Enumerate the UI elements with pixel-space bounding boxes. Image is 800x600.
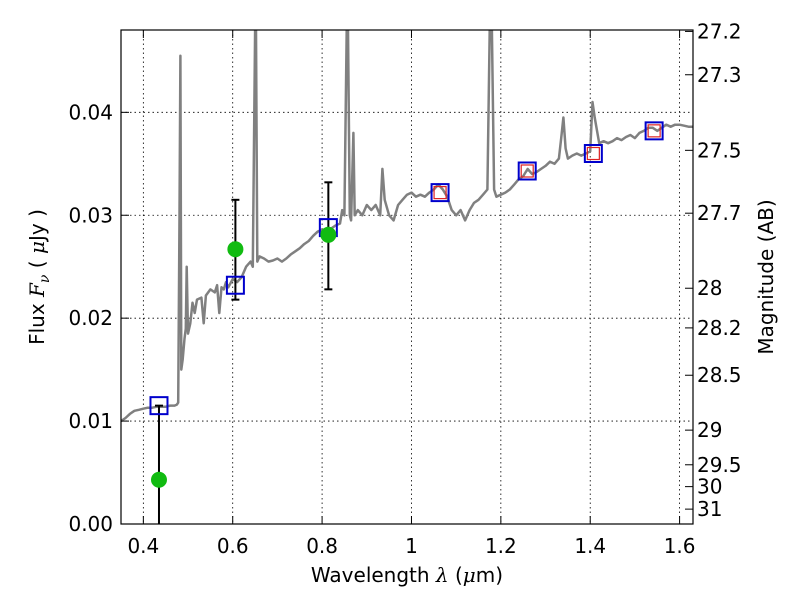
model-photometry-box [149, 396, 169, 416]
y2-tick-label: 28.5 [697, 363, 742, 387]
observed-photometry-point [320, 226, 337, 243]
model-photometry-box [644, 121, 664, 141]
y-tick-label: 0.03 [68, 203, 113, 227]
model-photometry-box [517, 161, 537, 181]
plot-area [121, 30, 693, 423]
y2-tick-label: 28.2 [697, 316, 742, 340]
y-tick-label: 0.01 [68, 409, 113, 433]
model-photometry-box [583, 144, 603, 163]
observed-photometry-point [150, 471, 167, 488]
model-photometry-box-inner [433, 186, 447, 200]
y-axis-label: Flux Fν ( μJy ) [25, 209, 53, 345]
grid [121, 30, 693, 524]
y2-tick-label: 27.3 [697, 63, 742, 87]
model-photometry-box-inner [520, 164, 534, 178]
y2-axis-label: Magnitude (AB) [754, 199, 778, 354]
x-tick-label: 1.6 [664, 534, 696, 558]
y2-tick-label: 27.5 [697, 138, 742, 162]
x-tick-label: 1.2 [485, 534, 517, 558]
y-axis-left: 0.00 0.01 0.02 0.03 0.04 [68, 100, 129, 536]
y2-tick-label: 27.7 [697, 201, 742, 225]
model-photometry-box [225, 275, 245, 295]
y2-tick-label: 31 [697, 497, 722, 521]
y-tick-label: 0.02 [68, 306, 113, 330]
y-tick-label: 0.04 [68, 100, 113, 124]
y2-tick-label: 27.2 [697, 19, 742, 43]
model-photometry-box-inner [586, 146, 600, 161]
x-tick-label: 0.8 [306, 534, 338, 558]
x-tick-label: 1 [405, 534, 418, 558]
model-photometry-box-inner [647, 124, 661, 138]
x-axis-label: Wavelength λ (μm) [311, 563, 503, 587]
observed-photometry-point [227, 241, 244, 258]
model-photometry-box [430, 183, 450, 203]
y2-tick-label: 29.5 [697, 453, 742, 477]
y-tick-label: 0.00 [68, 512, 113, 536]
x-tick-label: 0.6 [217, 534, 249, 558]
observed-photometry [150, 226, 337, 488]
y2-tick-label: 29 [697, 418, 722, 442]
x-tick-label: 0.4 [127, 534, 159, 558]
y2-tick-label: 30 [697, 475, 722, 499]
y2-tick-label: 28 [697, 276, 722, 300]
plot-frame [120, 29, 694, 525]
x-axis: 0.4 0.6 0.8 1 1.2 1.4 1.6 [127, 30, 696, 558]
spectrum-line [121, 30, 693, 423]
x-tick-label: 1.4 [574, 534, 606, 558]
